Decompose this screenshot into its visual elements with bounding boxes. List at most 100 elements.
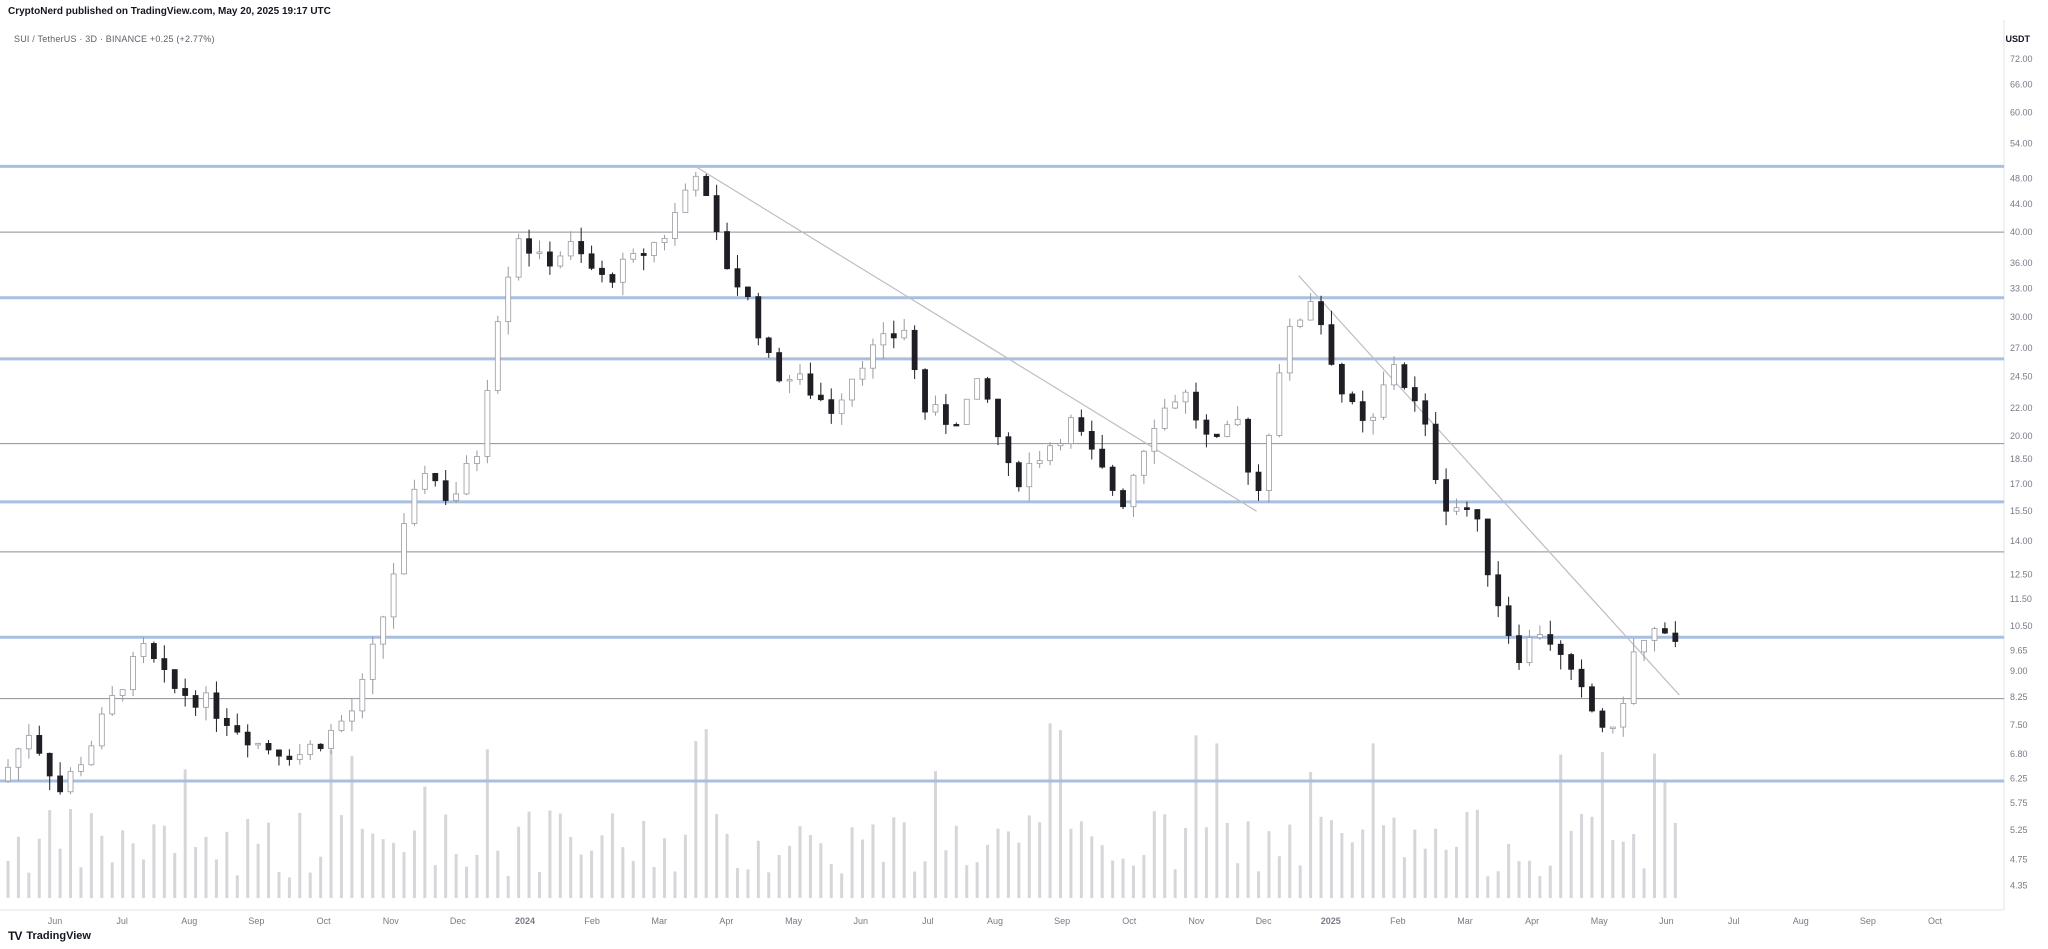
volume-bar-96	[1006, 831, 1010, 898]
candle-body-39	[411, 488, 418, 524]
volume-bar-85	[892, 817, 896, 898]
candle-body-133	[1391, 364, 1397, 386]
volume-bar-1	[16, 836, 20, 898]
volume-bar-72	[756, 840, 760, 898]
price-tick-23: 8.25	[2010, 692, 2028, 702]
candle-body-46	[484, 390, 491, 457]
candle-body-156	[1630, 651, 1637, 704]
volume-bar-15	[162, 825, 166, 898]
time-tick-12: Jun	[853, 916, 868, 926]
candle-body-143	[1495, 574, 1502, 607]
candle-body-13	[140, 643, 147, 657]
candle-body-102	[1068, 417, 1074, 445]
candle-body-34	[359, 678, 366, 712]
candle-body-128	[1338, 363, 1345, 395]
time-scale[interactable]: Jun Jul Aug Sep Oct Nov Dec 2024 Feb Mar Apr May Jun…	[48, 916, 1943, 926]
volume-bar-103	[1079, 821, 1083, 898]
candle-body-117	[1224, 424, 1231, 437]
volume-bar-94	[986, 844, 990, 898]
candle-body-48	[505, 276, 512, 323]
candle-body-147	[1536, 634, 1543, 639]
time-tick-6: Dec	[450, 916, 467, 926]
volume-bar-131	[1371, 743, 1375, 898]
volume-bar-158	[1653, 753, 1657, 898]
price-scale[interactable]: 72.00 66.00 60.00 54.00 48.00 44.00 40.00 36.00…	[2010, 54, 2033, 890]
candle-body-85	[890, 333, 897, 339]
levels-layer	[0, 164, 2004, 783]
candle-body-49	[515, 238, 522, 278]
candle-body-65	[682, 189, 689, 213]
candle-body-151	[1578, 668, 1585, 688]
volume-bar-10	[110, 862, 114, 898]
candle-layer	[5, 171, 1679, 795]
volume-bar-24	[256, 843, 260, 898]
volume-bar-142	[1486, 876, 1490, 898]
volume-bar-36	[381, 839, 385, 898]
candle-body-157	[1641, 640, 1647, 653]
volume-bar-107	[1121, 858, 1125, 898]
candle-body-94	[984, 378, 991, 400]
volume-bar-109	[1142, 855, 1146, 898]
candle-body-66	[692, 175, 699, 191]
volume-bar-57	[600, 835, 604, 898]
candle-body-8	[88, 745, 95, 766]
volume-bar-9	[100, 835, 104, 898]
candle-body-98	[1026, 463, 1033, 488]
price-tick-30: 4.35	[2010, 880, 2028, 890]
volume-bar-154	[1611, 840, 1615, 898]
footer-brand-label: TradingView	[26, 930, 91, 942]
volume-bar-52	[548, 810, 552, 898]
price-tick-26: 6.25	[2010, 774, 2028, 784]
time-tick-18: Dec	[1256, 916, 1273, 926]
volume-bar-6	[69, 809, 73, 898]
volume-bar-59	[621, 847, 625, 898]
volume-bar-88	[923, 861, 927, 898]
volume-bar-20	[214, 859, 218, 898]
volume-bar-99	[1038, 822, 1042, 898]
footer-brand[interactable]: TV TradingView	[8, 929, 91, 943]
price-tick-3: 54.00	[2010, 139, 2033, 149]
volume-bar-61	[642, 820, 646, 898]
volume-bar-17	[183, 769, 187, 898]
volume-bar-98	[1027, 815, 1031, 898]
time-tick-25: Jul	[1728, 916, 1740, 926]
volume-bar-95	[996, 828, 1000, 898]
volume-bar-119	[1246, 821, 1250, 898]
volume-bar-83	[871, 824, 875, 898]
volume-bar-149	[1559, 754, 1563, 898]
candle-body-96	[1005, 436, 1012, 464]
volume-bar-138	[1444, 849, 1448, 898]
volume-bar-22	[235, 875, 239, 898]
volume-bar-80	[840, 873, 844, 898]
volume-bar-35	[371, 833, 375, 898]
volume-bar-69	[725, 833, 729, 898]
volume-bar-82	[861, 839, 865, 898]
volume-layer	[6, 723, 1677, 898]
volume-bar-86	[902, 822, 906, 898]
time-tick-9: Mar	[652, 916, 668, 926]
candle-body-59	[619, 258, 626, 283]
candle-body-84	[880, 333, 887, 346]
volume-bar-56	[590, 850, 594, 898]
volume-bar-133	[1392, 817, 1396, 898]
volume-bar-87	[913, 871, 917, 898]
candle-body-75	[786, 379, 793, 382]
volume-bar-113	[1184, 828, 1188, 898]
candle-body-116	[1213, 433, 1220, 437]
volume-bar-42	[444, 814, 448, 898]
candle-body-88	[922, 369, 928, 413]
volume-bar-156	[1632, 834, 1636, 898]
candle-body-106	[1109, 466, 1116, 491]
candle-body-118	[1234, 418, 1241, 426]
candle-body-57	[599, 267, 605, 275]
volume-bar-152	[1590, 816, 1594, 898]
volume-bar-123	[1288, 824, 1292, 898]
candle-body-41	[432, 473, 439, 482]
volume-bar-147	[1538, 876, 1542, 898]
volume-bar-70	[735, 867, 739, 898]
time-tick-28: Oct	[1928, 916, 1943, 926]
volume-bar-53	[558, 813, 562, 898]
candle-body-99	[1036, 460, 1043, 464]
price-tick-25: 6.80	[2010, 749, 2028, 759]
